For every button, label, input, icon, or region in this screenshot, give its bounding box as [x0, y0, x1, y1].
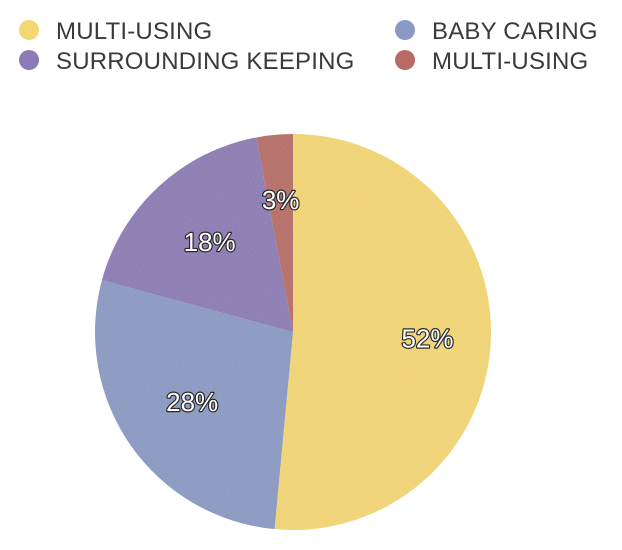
- pie-slice-label-4: 3%: [262, 185, 300, 215]
- legend: MULTI-USING BABY CARING SURROUNDING KEEP…: [19, 18, 598, 75]
- pie-slices: [94, 134, 492, 530]
- legend-item-surrounding-keeping: SURROUNDING KEEPING: [19, 48, 355, 75]
- legend-swatch-baby-caring: [395, 20, 415, 40]
- legend-label-multi-using-1: MULTI-USING: [56, 18, 212, 45]
- pie-slice-surrounding-keeping-3: [101, 137, 294, 332]
- legend-label-multi-using-2: MULTI-USING: [432, 48, 588, 75]
- legend-swatch-surrounding-keeping: [19, 50, 39, 70]
- legend-item-multi-using-2: MULTI-USING: [395, 48, 588, 75]
- legend-label-surrounding-keeping: SURROUNDING KEEPING: [56, 48, 355, 75]
- legend-label-baby-caring: BABY CARING: [432, 18, 598, 45]
- pie-slice-multi-using-4: [256, 134, 293, 332]
- pie-slice-baby-caring-2: [94, 280, 293, 530]
- pie-slice-label-2: 28%: [166, 387, 218, 417]
- pie-slice-label-1: 52%: [401, 323, 453, 353]
- pie-slice-label-3: 18%: [184, 227, 236, 257]
- legend-swatch-multi-using-1: [19, 20, 39, 40]
- pie-slice-multi-using-1: [274, 134, 492, 530]
- legend-item-baby-caring: BABY CARING: [395, 18, 598, 45]
- legend-item-multi-using-1: MULTI-USING: [19, 18, 212, 45]
- pie-slice-labels: 52% 28% 18% 3%: [165, 184, 455, 418]
- legend-swatch-multi-using-2: [395, 50, 415, 70]
